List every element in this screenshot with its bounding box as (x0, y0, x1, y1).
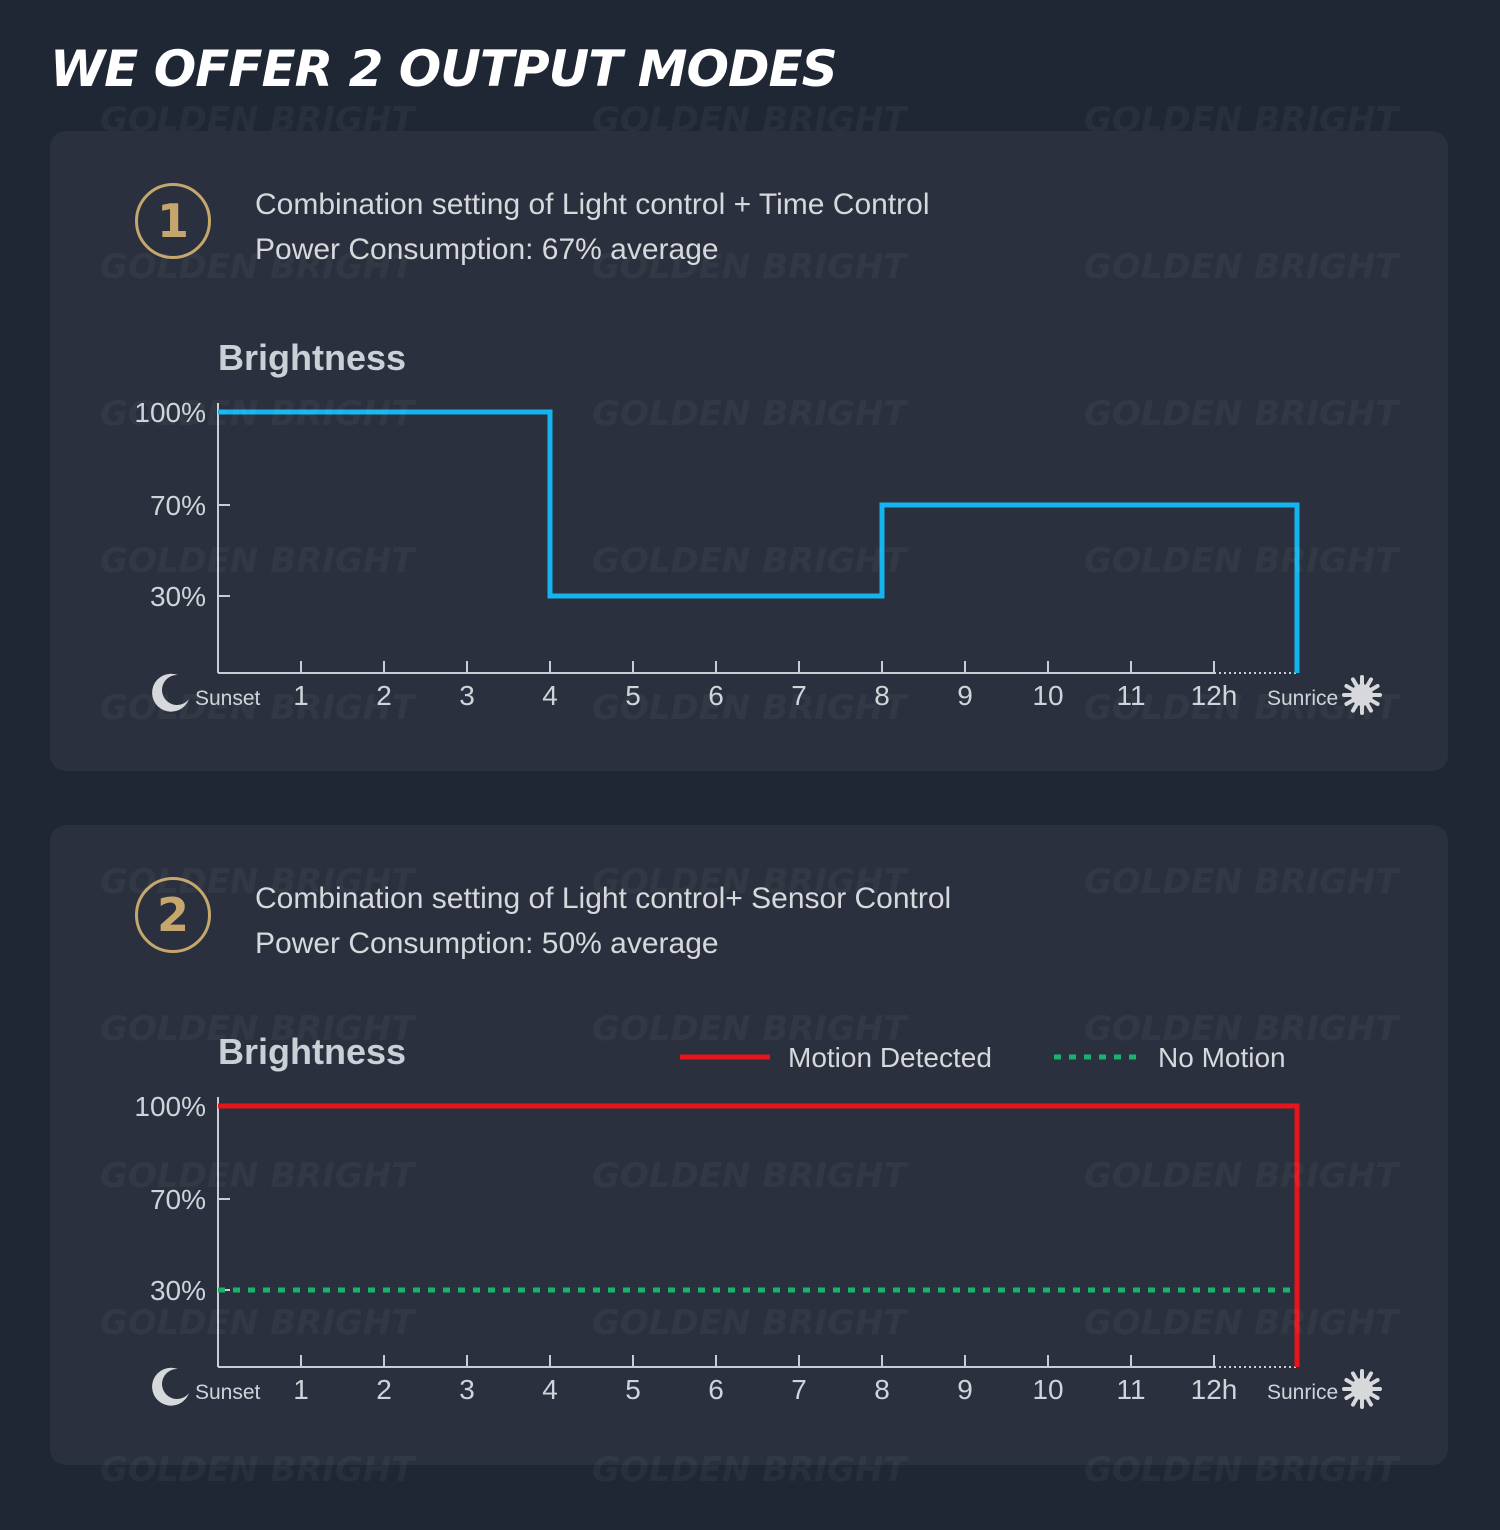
x-tick-label: 12h (1191, 1374, 1238, 1405)
x-tick-label: 11 (1116, 1374, 1145, 1405)
x-tick-label: 4 (542, 1374, 558, 1405)
x-tick-label: 10 (1032, 680, 1063, 711)
x-tick-label: 12h (1191, 680, 1238, 711)
y-tick-label: 30% (150, 1275, 206, 1306)
mode-2-chart-title: Brightness (218, 1031, 407, 1072)
mode-2-number-badge: 2 (135, 877, 211, 953)
legend-no-motion-label: No Motion (1158, 1042, 1286, 1073)
mode-1-number-badge: 1 (135, 183, 211, 259)
y-tick-label: 100% (134, 397, 206, 428)
moon-icon (152, 673, 189, 712)
x-tick-label: 6 (708, 1374, 724, 1405)
x-tick-label: 8 (874, 1374, 890, 1405)
mode-1-panel: 1 Combination setting of Light control +… (50, 131, 1448, 771)
mode-1-chart-title: Brightness (218, 337, 407, 378)
x-tick-label: 2 (376, 1374, 392, 1405)
moon-icon (152, 1367, 189, 1406)
x-tick-label: 7 (791, 1374, 807, 1405)
legend-motion-label: Motion Detected (788, 1042, 992, 1073)
x-tick-label: 1 (293, 680, 309, 711)
page-title: WE OFFER 2 OUTPUT MODES (50, 40, 838, 98)
x-tick-label: 5 (625, 680, 641, 711)
x-tick-label: 3 (459, 1374, 475, 1405)
x-tick-label: 7 (791, 680, 807, 711)
sunset-label: Sunset (195, 687, 261, 710)
sun-icon (1342, 675, 1382, 715)
x-tick-label: 2 (376, 680, 392, 711)
sunrise-label: Sunrice (1267, 687, 1338, 710)
mode-2-description: Combination setting of Light control+ Se… (255, 882, 952, 915)
x-tick-label: 3 (459, 680, 475, 711)
x-tick-label: 1 (293, 1374, 309, 1405)
y-tick-label: 70% (150, 1184, 206, 1215)
mode-2-brightness-chart: 100% 70% 30% 1 2 3 4 5 6 7 8 9 10 11 12h Sunset Sunrice M… (134, 1042, 1382, 1409)
series-1 (218, 409, 1300, 673)
x-tick-label: 6 (708, 680, 724, 711)
x-tick-label: 11 (1116, 680, 1145, 711)
x-tick-label: 4 (542, 680, 558, 711)
mode-1-brightness-chart: 100% 70% 30% 1 2 3 4 5 6 7 8 9 10 11 12h Sunset Sunrice (134, 397, 1382, 715)
mode-1-power-consumption: Power Consumption: 67% average (255, 233, 719, 266)
x-tick-label: 5 (625, 1374, 641, 1405)
mode-2-panel: 2 Combination setting of Light control+ … (50, 825, 1448, 1465)
y-tick-label: 100% (134, 1091, 206, 1122)
y-tick-label: 70% (150, 490, 206, 521)
sun-icon (1342, 1369, 1382, 1409)
x-tick-label: 9 (957, 1374, 973, 1405)
series-no-motion (218, 1287, 1300, 1367)
series-motion-detected (218, 1103, 1300, 1367)
mode-1-description: Combination setting of Light control + T… (255, 188, 930, 221)
y-tick-label: 30% (150, 581, 206, 612)
mode-2-power-consumption: Power Consumption: 50% average (255, 927, 719, 960)
x-tick-label: 9 (957, 680, 973, 711)
x-tick-label: 10 (1032, 1374, 1063, 1405)
x-tick-label: 8 (874, 680, 890, 711)
sunrise-label: Sunrice (1267, 1381, 1338, 1404)
sunset-label: Sunset (195, 1381, 261, 1404)
